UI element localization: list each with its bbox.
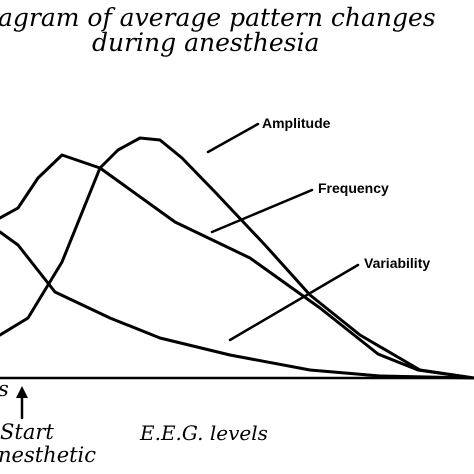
- frequency-leader-line: [210, 188, 314, 234]
- anesthetic-label: nesthetic: [0, 443, 96, 467]
- amplitude-curve: [0, 136, 474, 380]
- axis-left-fragment: s: [0, 377, 9, 401]
- frequency-curve: [0, 153, 474, 380]
- variability-label: Variability: [364, 255, 430, 271]
- diagram-title-line-2: during anesthesia: [92, 28, 319, 57]
- start-arrow-head: [16, 386, 28, 398]
- frequency-label: Frequency: [318, 180, 389, 196]
- amplitude-leader-line: [206, 122, 260, 154]
- diagram-title-line-1: agram of average pattern changes: [0, 3, 436, 32]
- x-axis-label: E.E.G. levels: [139, 421, 268, 445]
- start-label: Start: [0, 420, 54, 444]
- amplitude-label: Amplitude: [262, 115, 331, 131]
- variability-curve: [0, 230, 474, 380]
- variability-leader-line: [228, 263, 360, 342]
